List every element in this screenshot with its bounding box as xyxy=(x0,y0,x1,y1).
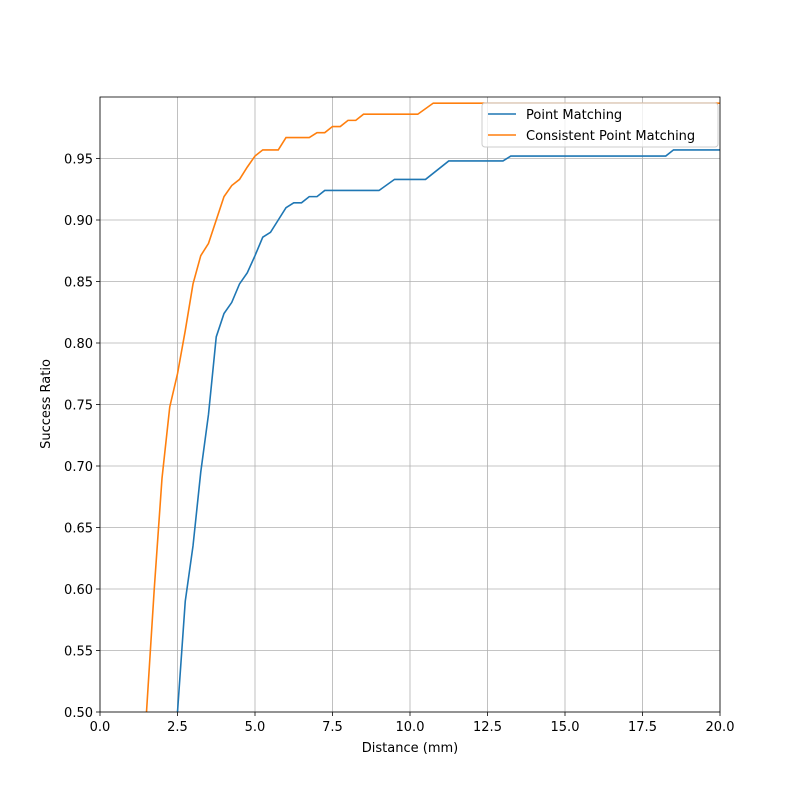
data-line xyxy=(176,149,720,713)
x-tick-label: 20.0 xyxy=(706,720,735,735)
data-line xyxy=(145,102,720,713)
x-tick-label: 0.0 xyxy=(90,720,111,735)
x-tick-label: 17.5 xyxy=(628,720,657,735)
y-tick-label: 0.55 xyxy=(64,645,93,660)
x-tick-label: 15.0 xyxy=(551,720,580,735)
x-tick-label: 7.5 xyxy=(322,720,343,735)
x-axis-label: Distance (mm) xyxy=(362,741,458,756)
legend-box xyxy=(481,102,719,148)
x-tick-label: 10.0 xyxy=(396,720,425,735)
y-tick-label: 0.85 xyxy=(64,276,93,291)
y-tick-label: 0.65 xyxy=(64,522,93,537)
y-tick-label: 0.50 xyxy=(64,706,93,721)
legend-label: Consistent Point Matching xyxy=(526,129,695,144)
x-tick-label: 12.5 xyxy=(473,720,502,735)
legend-label: Point Matching xyxy=(526,108,622,123)
y-tick-label: 0.95 xyxy=(64,153,93,168)
y-tick-label: 0.75 xyxy=(64,399,93,414)
y-tick-label: 0.70 xyxy=(64,460,93,475)
y-tick-label: 0.90 xyxy=(64,214,93,229)
x-tick-label: 5.0 xyxy=(245,720,266,735)
y-tick-label: 0.60 xyxy=(64,583,93,598)
y-tick-label: 0.80 xyxy=(64,337,93,352)
axes-frame xyxy=(99,96,721,713)
x-tick-label: 2.5 xyxy=(167,720,188,735)
y-axis-label: Success Ratio xyxy=(39,359,54,449)
